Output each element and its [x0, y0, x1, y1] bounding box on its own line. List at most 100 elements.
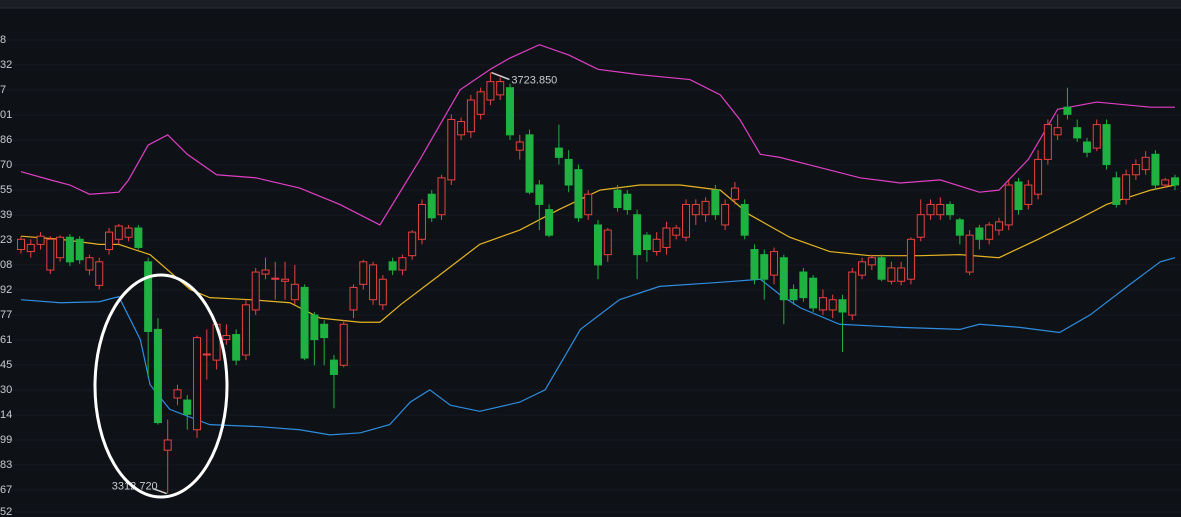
y-tick-label: 23	[0, 234, 12, 246]
top-bar	[0, 0, 1181, 8]
y-tick-label: 14	[0, 409, 12, 421]
candle-body	[339, 323, 348, 366]
y-tick-label: 01	[0, 109, 12, 121]
y-tick-label: 61	[0, 334, 12, 346]
candle-body	[281, 278, 290, 282]
annotation-leader	[152, 487, 167, 495]
candle-body	[163, 439, 172, 451]
candle-body	[1004, 184, 1013, 226]
candle-body	[1014, 181, 1023, 211]
candle-body	[124, 227, 133, 238]
candles	[17, 72, 1179, 494]
candle-body	[574, 169, 583, 219]
candle-body	[17, 238, 25, 251]
candle-body	[858, 261, 867, 276]
candle-body	[153, 328, 162, 424]
candle-body	[496, 81, 505, 96]
candle-body	[730, 187, 739, 200]
candle-body	[525, 134, 534, 193]
y-tick-label: 7	[0, 84, 6, 96]
candle-body	[1063, 106, 1072, 115]
candle-body	[349, 286, 358, 311]
candle-body	[486, 81, 495, 101]
candle-body	[613, 189, 622, 209]
candle-body	[760, 254, 769, 280]
candle-body	[799, 271, 808, 299]
y-tick-label: 55	[0, 184, 12, 196]
y-tick-label: 8	[0, 34, 6, 46]
candle-body	[36, 235, 45, 245]
candle-body	[1112, 177, 1121, 205]
candle-body	[95, 261, 104, 286]
candle-body	[290, 283, 299, 301]
candle-body	[329, 359, 338, 375]
candle-body	[936, 203, 945, 216]
candle-body	[809, 277, 818, 309]
labels: 8 32 7 01 86 70 55 39 23 08 92 77 61 45 30 14 99 83 67 52 37…	[0, 34, 557, 517]
candle-body	[603, 229, 612, 256]
candle-body	[877, 257, 886, 280]
candle-body	[1161, 179, 1170, 186]
candle-body	[682, 203, 691, 238]
candle-body	[926, 203, 935, 216]
candle-body	[447, 118, 456, 181]
candle-body	[1122, 174, 1131, 200]
candle-body	[1151, 153, 1160, 186]
candle-body	[818, 297, 827, 311]
candle-body	[1171, 177, 1179, 186]
candle-body	[828, 299, 837, 311]
candle-body	[887, 267, 896, 282]
y-tick-label: 39	[0, 209, 12, 221]
y-tick-label: 92	[0, 284, 12, 296]
candle-body	[437, 177, 446, 216]
candle-body	[1024, 184, 1033, 205]
candle-body	[1131, 164, 1140, 176]
candle-body	[701, 200, 710, 216]
candle-body	[965, 234, 974, 273]
candle-body	[46, 238, 55, 271]
candle-body	[975, 227, 984, 240]
candle-body	[222, 335, 231, 341]
candle-body	[202, 353, 211, 356]
candle-body	[955, 219, 964, 236]
candle-body	[388, 261, 397, 271]
candle-body	[359, 261, 368, 285]
candle-body	[623, 193, 632, 211]
band-line	[20, 257, 1176, 436]
annotation-leader	[491, 71, 510, 81]
candle-body	[642, 234, 651, 251]
y-tick-label: 08	[0, 259, 12, 271]
y-tick-label: 52	[0, 506, 12, 517]
candle-body	[144, 261, 153, 332]
band-line	[20, 44, 1175, 226]
candle-body	[505, 87, 514, 136]
candle-body	[662, 227, 671, 248]
candle-body	[779, 257, 788, 301]
candle-body	[848, 271, 857, 316]
candle-body	[134, 227, 143, 248]
candle-body	[369, 264, 378, 301]
candle-body	[594, 224, 602, 266]
candle-body	[466, 99, 475, 133]
candle-body	[105, 231, 114, 251]
highlight-circle	[93, 273, 229, 499]
y-tick-label: 86	[0, 134, 12, 146]
candle-body	[545, 209, 554, 236]
candle-body	[241, 304, 250, 356]
candle-body	[584, 193, 593, 216]
candle-body	[320, 323, 329, 339]
candle-body	[1141, 156, 1150, 171]
candle-body	[750, 249, 759, 280]
candle-body	[300, 286, 309, 359]
candle-body	[85, 257, 94, 271]
candle-body	[897, 267, 906, 282]
candle-body	[261, 269, 270, 275]
candle-body	[721, 203, 730, 226]
candle-body	[633, 214, 642, 256]
candle-body	[173, 389, 182, 399]
candle-body	[26, 243, 35, 253]
y-tick-label: 67	[0, 484, 12, 496]
candle-body	[310, 314, 319, 341]
y-tick-label: 99	[0, 434, 12, 446]
